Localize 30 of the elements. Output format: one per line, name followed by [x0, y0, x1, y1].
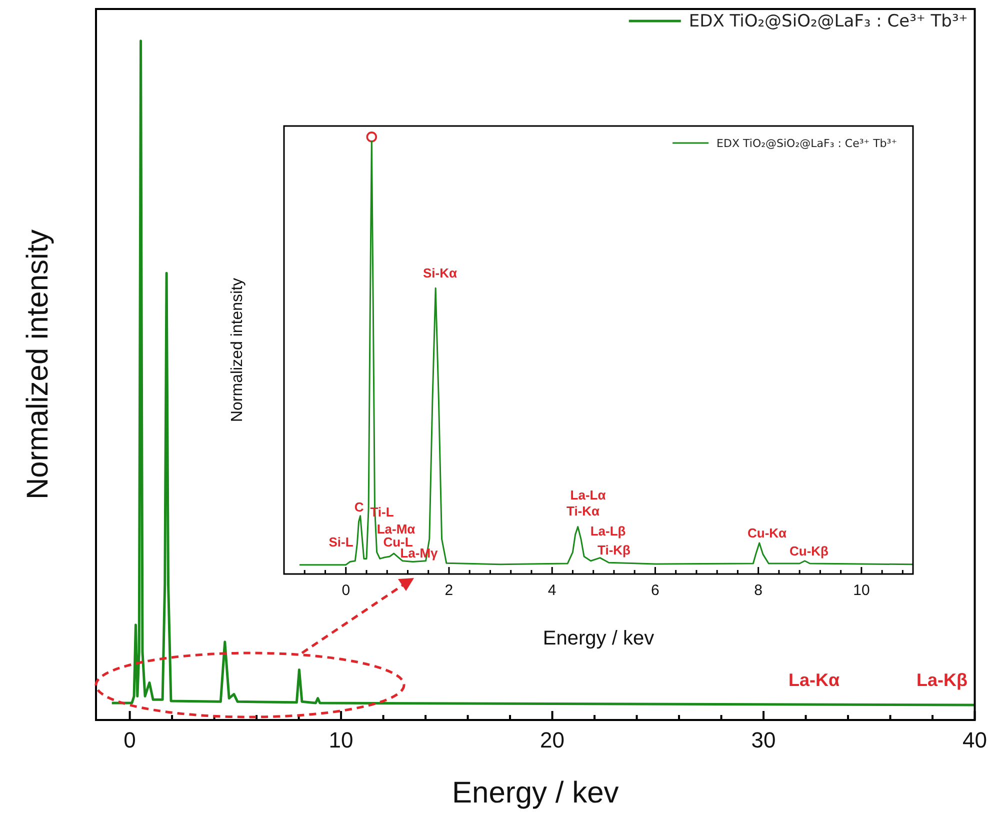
annotation: La-Kβ [916, 670, 968, 690]
x-tick-label: 30 [751, 727, 776, 752]
x-axis-title: Energy / kev [452, 776, 619, 810]
x-tick-label: 2 [444, 582, 454, 600]
annotation: C [354, 500, 364, 515]
annotation: La-Lβ [590, 524, 626, 539]
annotation: La-Mα [376, 522, 416, 537]
annotation: Si-Kα [423, 266, 457, 281]
annotation: La-Lα [570, 488, 606, 503]
annotation: Cu-Kα [747, 526, 787, 541]
x-tick-label: 20 [540, 727, 565, 752]
legend-label: EDX TiO₂@SiO₂@LaF₃ : Ce³⁺ Tb³⁺ [716, 136, 898, 150]
legend-label: EDX TiO₂@SiO₂@LaF₃ : Ce³⁺ Tb³⁺ [688, 11, 968, 32]
annotation: Ti-Kβ [598, 542, 631, 558]
x-tick-label: 40 [962, 727, 988, 752]
y-axis-title: Normalized intensity [229, 278, 246, 422]
x-tick-label: 6 [651, 582, 660, 600]
annotation: Cu-L [383, 534, 413, 550]
x-tick-label: 0 [342, 582, 350, 600]
annotation: Si-L [328, 534, 354, 550]
annotation: Cu-Kβ [790, 544, 829, 559]
x-tick-label: 10 [328, 727, 354, 752]
x-tick-label: 8 [754, 582, 762, 600]
annotation: La-Kα [788, 670, 840, 690]
x-axis-title: Energy / kev [542, 628, 654, 650]
x-tick-label: 10 [853, 582, 870, 600]
x-tick-label: 0 [124, 727, 136, 752]
y-axis-title: Normalized intensity [21, 229, 54, 500]
annotation: Ti-Kα [566, 504, 600, 519]
x-tick-label: 4 [548, 582, 556, 600]
